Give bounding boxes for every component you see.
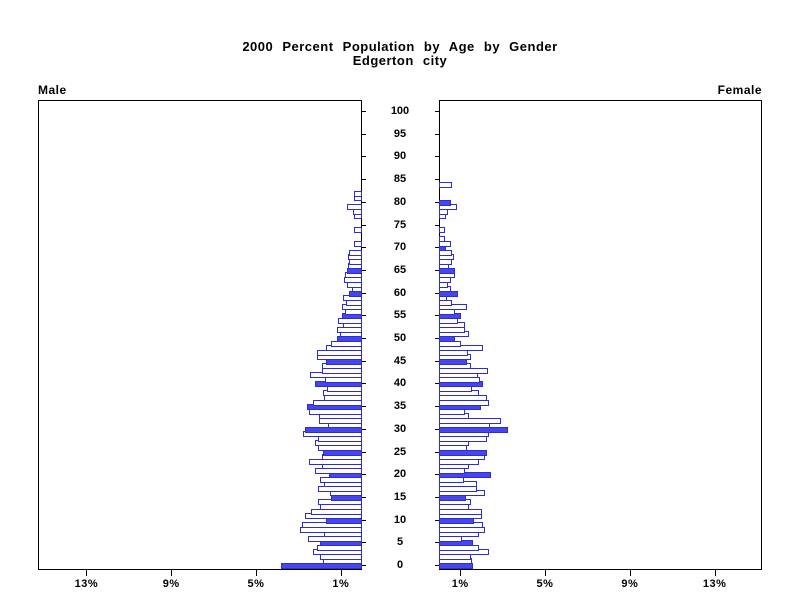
- male-bar-age-0: [280, 563, 362, 569]
- female-bar-age-32: [439, 417, 502, 424]
- female-age-tick-90: [435, 156, 439, 158]
- female-pct-tick-13: [714, 570, 716, 576]
- male-age-tick-90: [362, 156, 366, 158]
- male-pct-tick-9: [171, 570, 173, 576]
- male-pct-tick-13: [86, 570, 88, 576]
- female-bar-age-80: [439, 199, 451, 206]
- chart-title-line2: Edgerton city: [352, 53, 448, 68]
- male-bar-age-69: [349, 249, 362, 256]
- female-age-tick-50: [435, 338, 439, 339]
- age-tick-label-35: 35: [393, 400, 407, 413]
- female-age-tick-70: [435, 247, 439, 249]
- male-age-tick-95: [362, 133, 366, 135]
- male-pyramid-panel: [38, 100, 362, 570]
- age-tick-label-50: 50: [393, 332, 407, 344]
- age-tick-label-25: 25: [393, 445, 407, 458]
- female-age-tick-5: [435, 542, 439, 544]
- age-tick-label-55: 55: [393, 309, 407, 322]
- female-age-tick-60: [435, 292, 439, 294]
- male-pct-tick-label-9: 9%: [162, 578, 180, 590]
- female-age-tick-25: [435, 451, 439, 453]
- female-bar-age-20: [439, 472, 492, 479]
- age-tick-label-65: 65: [393, 263, 407, 276]
- female-age-tick-55: [435, 315, 439, 317]
- female-bar-age-84: [439, 181, 452, 188]
- age-tick-label-20: 20: [393, 468, 407, 481]
- male-age-tick-45: [362, 360, 366, 362]
- age-tick-label-100: 100: [390, 105, 410, 117]
- male-pct-tick-1: [340, 570, 342, 576]
- age-tick-label-10: 10: [393, 513, 407, 526]
- female-pyramid-panel: [439, 100, 762, 570]
- female-age-tick-30: [435, 428, 439, 430]
- age-tick-label-15: 15: [393, 490, 407, 503]
- male-age-tick-85: [362, 179, 366, 181]
- male-age-tick-35: [362, 406, 366, 408]
- female-age-tick-95: [435, 133, 439, 135]
- male-pct-tick-label-13: 13%: [74, 578, 99, 590]
- female-bar-age-72: [439, 236, 446, 243]
- male-pct-tick-label-1: 1%: [332, 578, 350, 590]
- female-pct-tick-9: [629, 570, 631, 576]
- male-age-tick-40: [362, 383, 366, 385]
- age-tick-label-95: 95: [393, 127, 407, 140]
- age-tick-label-85: 85: [393, 173, 407, 186]
- female-age-tick-20: [435, 474, 439, 476]
- male-axis-label: Male: [38, 83, 67, 97]
- female-age-tick-65: [435, 269, 439, 271]
- male-bar-age-74: [353, 227, 362, 234]
- female-age-tick-35: [435, 406, 439, 408]
- female-age-tick-40: [435, 383, 439, 385]
- age-tick-label-90: 90: [393, 150, 407, 163]
- female-pct-tick-label-9: 9%: [621, 578, 639, 590]
- female-bar-age-57: [439, 304, 467, 311]
- female-axis-label: Female: [717, 83, 762, 97]
- male-age-tick-75: [362, 224, 366, 226]
- age-tick-label-45: 45: [393, 354, 407, 367]
- male-bar-age-71: [353, 240, 362, 247]
- chart-title: 2000 Percent Population by Age by Gender…: [0, 40, 800, 68]
- age-tick-label-70: 70: [393, 241, 407, 254]
- female-age-tick-80: [435, 201, 439, 203]
- male-bar-age-82: [354, 190, 362, 197]
- male-age-tick-20: [362, 474, 366, 476]
- male-age-tick-10: [362, 519, 366, 521]
- chart-title-line1: 2000 Percent Population by Age by Gender: [242, 39, 558, 54]
- male-pct-tick-label-5: 5%: [247, 578, 265, 590]
- male-age-tick-80: [362, 201, 366, 203]
- age-tick-label-60: 60: [393, 286, 407, 299]
- male-pct-tick-5: [256, 570, 257, 576]
- female-age-tick-100: [435, 111, 439, 112]
- female-pct-tick-1: [460, 570, 462, 576]
- age-tick-label-75: 75: [393, 218, 407, 231]
- age-tick-label-40: 40: [393, 377, 407, 390]
- female-age-tick-0: [435, 565, 439, 566]
- male-age-tick-50: [362, 338, 366, 339]
- male-age-tick-60: [362, 292, 366, 294]
- male-age-tick-55: [362, 315, 366, 317]
- age-tick-label-30: 30: [393, 422, 407, 435]
- male-age-tick-25: [362, 451, 366, 453]
- female-age-tick-45: [435, 360, 439, 362]
- age-tick-label-5: 5: [396, 536, 404, 549]
- female-age-tick-10: [435, 519, 439, 521]
- male-age-tick-30: [362, 428, 366, 430]
- female-pct-tick-label-1: 1%: [451, 578, 469, 590]
- female-pct-tick-label-5: 5%: [536, 578, 554, 590]
- male-age-tick-0: [362, 565, 366, 566]
- age-tick-label-80: 80: [393, 195, 407, 208]
- female-age-tick-75: [435, 224, 439, 226]
- female-pct-tick-label-13: 13%: [702, 578, 727, 590]
- male-age-tick-65: [362, 269, 366, 271]
- female-pct-tick-5: [545, 570, 546, 576]
- male-age-tick-70: [362, 247, 366, 249]
- female-age-tick-85: [435, 179, 439, 181]
- male-bar-age-79: [347, 204, 362, 211]
- male-age-tick-15: [362, 496, 366, 498]
- female-bar-age-74: [439, 227, 446, 234]
- age-tick-label-0: 0: [396, 559, 404, 571]
- male-age-tick-100: [362, 111, 366, 112]
- female-age-tick-15: [435, 496, 439, 498]
- male-age-tick-5: [362, 542, 366, 544]
